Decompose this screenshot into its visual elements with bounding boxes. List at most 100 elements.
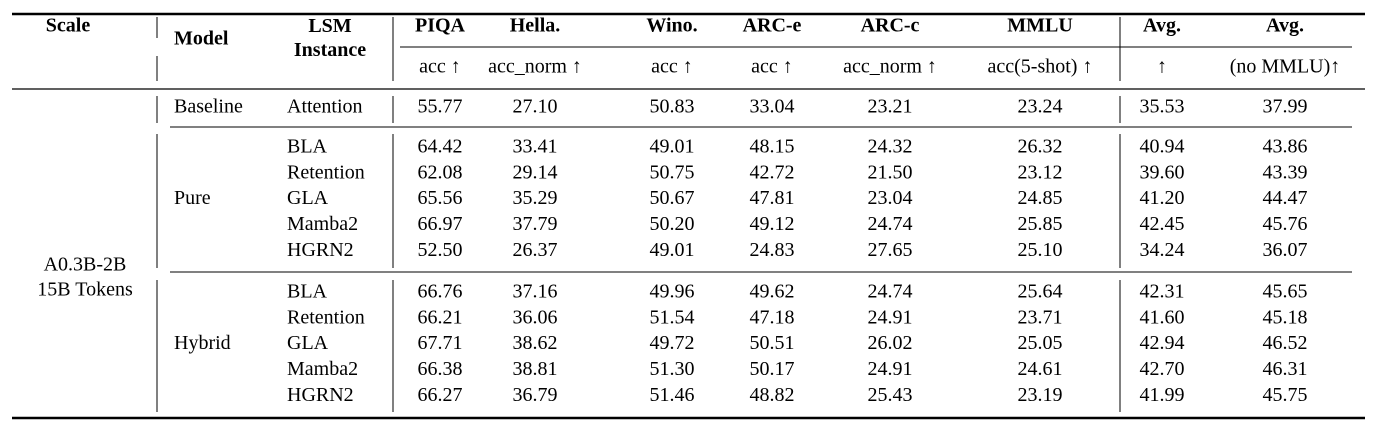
- cell-value: 23.21: [868, 96, 913, 118]
- cell-value: 23.04: [868, 187, 913, 209]
- separators: [156, 17, 1121, 412]
- cell-value: 33.41: [513, 136, 558, 158]
- cell-value: 49.01: [650, 136, 695, 158]
- cell-value: 66.21: [418, 306, 463, 328]
- cell-value: 50.51: [750, 332, 795, 354]
- cell-value: 42.72: [750, 161, 795, 183]
- column-header: ARC-c: [861, 15, 920, 37]
- cell-value: 55.77: [418, 96, 463, 118]
- column-header: PIQA: [415, 15, 466, 37]
- column-header: Model: [174, 28, 229, 50]
- cell-value: 23.19: [1018, 384, 1063, 406]
- cell-value: 66.27: [418, 384, 463, 406]
- instance-label: GLA: [287, 332, 329, 354]
- cell-value: 37.79: [513, 213, 558, 235]
- cell-value: 45.65: [1263, 281, 1308, 303]
- cell-value: 23.12: [1018, 161, 1063, 183]
- cell-value: 41.20: [1140, 187, 1185, 209]
- cell-value: 24.74: [868, 281, 913, 303]
- column-header: Scale: [46, 15, 91, 37]
- instance-label: BLA: [287, 281, 328, 303]
- metric-header: acc ↑: [651, 56, 693, 78]
- column-header: ARC-e: [743, 15, 802, 37]
- cell-value: 46.31: [1263, 358, 1308, 380]
- cell-value: 45.18: [1263, 306, 1308, 328]
- cell-value: 51.46: [650, 384, 695, 406]
- column-header: LSM Instance: [294, 15, 366, 61]
- cell-value: 38.62: [513, 332, 558, 354]
- cell-value: 24.91: [868, 306, 913, 328]
- cell-value: 27.10: [513, 96, 558, 118]
- scale-label: 15B Tokens: [37, 279, 133, 301]
- cell-value: 36.07: [1263, 239, 1308, 261]
- cell-value: 49.96: [650, 281, 695, 303]
- column-header: Avg.: [1143, 15, 1181, 37]
- model-label: Hybrid: [174, 332, 231, 354]
- metric-header: acc ↑: [419, 56, 461, 78]
- cell-value: 39.60: [1140, 161, 1185, 183]
- cell-value: 26.37: [513, 239, 558, 261]
- cell-value: 50.83: [650, 96, 695, 118]
- instance-label: HGRN2: [287, 239, 354, 261]
- cell-value: 50.67: [650, 187, 695, 209]
- cell-value: 36.06: [513, 306, 558, 328]
- instance-label: GLA: [287, 187, 329, 209]
- cell-value: 45.75: [1263, 384, 1308, 406]
- cell-value: 29.14: [513, 161, 558, 183]
- cell-value: 25.64: [1018, 281, 1063, 303]
- cell-value: 50.20: [650, 213, 695, 235]
- cell-value: 41.99: [1140, 384, 1185, 406]
- cell-value: 24.32: [868, 136, 913, 158]
- instance-label: Mamba2: [287, 213, 358, 235]
- cell-value: 52.50: [418, 239, 463, 261]
- cell-value: 27.65: [868, 239, 913, 261]
- cell-value: 37.99: [1263, 96, 1308, 118]
- cell-value: 66.97: [418, 213, 463, 235]
- cell-value: 24.91: [868, 358, 913, 380]
- cell-value: 25.05: [1018, 332, 1063, 354]
- cell-value: 40.94: [1140, 136, 1185, 158]
- cell-value: 35.29: [513, 187, 558, 209]
- cell-value: 67.71: [418, 332, 463, 354]
- cell-value: 50.75: [650, 161, 695, 183]
- cell-value: 47.81: [750, 187, 795, 209]
- cell-value: 51.30: [650, 358, 695, 380]
- model-label: Pure: [174, 187, 211, 209]
- cell-value: 26.02: [868, 332, 913, 354]
- metric-header: acc ↑: [751, 56, 793, 78]
- instance-label: HGRN2: [287, 384, 354, 406]
- cell-value: 65.56: [418, 187, 463, 209]
- cell-value: 24.85: [1018, 187, 1063, 209]
- cell-value: 26.32: [1018, 136, 1063, 158]
- instance-label: BLA: [287, 136, 328, 158]
- column-header: Wino.: [646, 15, 697, 37]
- cell-value: 66.76: [418, 281, 463, 303]
- cell-value: 24.74: [868, 213, 913, 235]
- cell-value: 48.15: [750, 136, 795, 158]
- column-header: Hella.: [510, 15, 561, 37]
- cell-value: 44.47: [1263, 187, 1308, 209]
- instance-label: Mamba2: [287, 358, 358, 380]
- metric-header: acc_norm ↑: [488, 56, 582, 78]
- cell-value: 25.43: [868, 384, 913, 406]
- cell-value: 41.60: [1140, 306, 1185, 328]
- column-header: Avg.: [1266, 15, 1304, 37]
- cell-value: 64.42: [418, 136, 463, 158]
- cell-value: 36.79: [513, 384, 558, 406]
- cell-value: 51.54: [650, 306, 695, 328]
- cell-value: 35.53: [1140, 96, 1185, 118]
- metric-header: acc(5-shot) ↑: [988, 56, 1093, 78]
- cell-value: 42.94: [1140, 332, 1185, 354]
- cell-value: 62.08: [418, 161, 463, 183]
- cell-value: 66.38: [418, 358, 463, 380]
- metric-header: (no MMLU)↑: [1230, 56, 1341, 78]
- cell-value: 49.72: [650, 332, 695, 354]
- metric-header: acc_norm ↑: [843, 56, 937, 78]
- scale-label: A0.3B-2B: [44, 254, 127, 276]
- cell-value: 47.18: [750, 306, 795, 328]
- instance-label: Retention: [287, 161, 365, 183]
- cell-value: 23.24: [1018, 96, 1063, 118]
- cell-value: 49.12: [750, 213, 795, 235]
- cell-value: 43.86: [1263, 136, 1308, 158]
